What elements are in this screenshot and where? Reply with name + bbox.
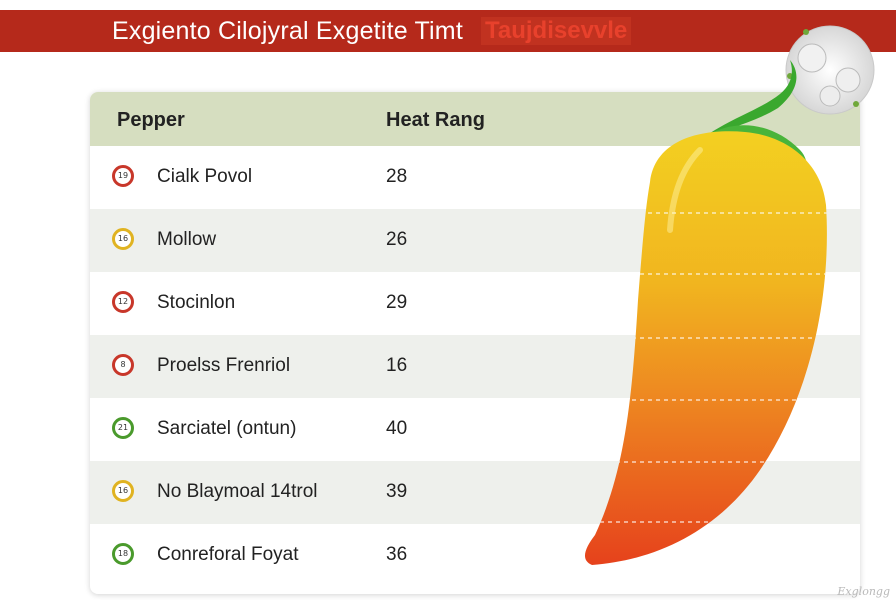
heat-value: 40: [386, 418, 408, 439]
title-banner: Exgiento Cilojyral Exgetite Timt Taujdis…: [0, 10, 896, 52]
banner-title: Exgiento Cilojyral Exgetite Timt: [112, 16, 463, 45]
column-header-heat: Heat Rang: [386, 109, 485, 131]
table-row: 12 Stocinlon 29: [90, 272, 860, 335]
column-header-pepper: Pepper: [117, 109, 185, 131]
pepper-name: Mollow: [157, 229, 217, 250]
pepper-badge-icon: 16: [112, 480, 134, 502]
heat-value: 39: [386, 481, 408, 502]
watermark-text: Exglongg: [837, 585, 890, 598]
pepper-name: Proelss Frenriol: [157, 355, 291, 376]
heat-value: 16: [386, 355, 408, 376]
pepper-badge-icon: 16: [112, 228, 134, 250]
heat-value: 29: [386, 292, 408, 313]
banner-accent-text: Taujdisevvle: [480, 17, 632, 45]
pepper-body-icon: [584, 131, 827, 565]
garlic-flower-icon: [785, 25, 875, 115]
pepper-name: Cialk Povol: [157, 166, 253, 187]
table-row: 19 Cialk Povol 28: [90, 146, 860, 209]
pepper-badge-icon: 8: [112, 354, 134, 376]
pepper-name: Conreforal Foyat: [157, 544, 299, 565]
table-row: 21 Sarciatel (ontun) 40: [90, 398, 860, 461]
pepper-name: Stocinlon: [157, 292, 236, 313]
pepper-badge-icon: 12: [112, 291, 134, 313]
heat-value: 28: [386, 166, 408, 187]
pepper-badge-icon: 19: [112, 165, 134, 187]
pepper-badge-icon: 21: [112, 417, 134, 439]
pepper-name: No Blaymoal 14trol: [157, 481, 318, 502]
table-row: 18 Conreforal Foyat 36: [90, 524, 860, 587]
heat-value: 26: [386, 229, 408, 250]
pepper-name: Sarciatel (ontun): [157, 418, 297, 439]
pepper-badge-icon: 18: [112, 543, 134, 565]
heat-value: 36: [386, 544, 408, 565]
